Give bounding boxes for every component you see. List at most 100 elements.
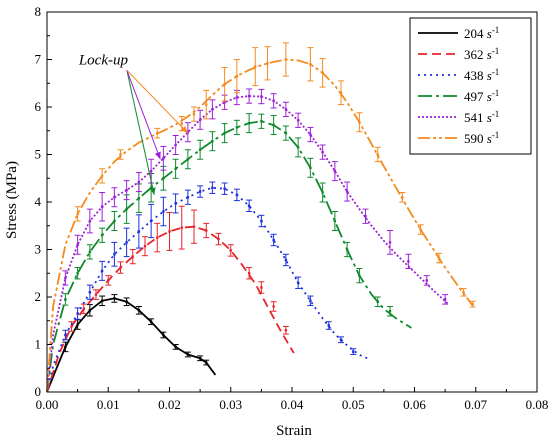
error-bar	[215, 232, 222, 246]
annotation-arrow-head	[155, 151, 161, 160]
data-point	[388, 310, 392, 313]
data-point	[223, 83, 226, 86]
y-tick-label: 8	[35, 4, 42, 19]
error-bar	[99, 295, 106, 307]
error-bar	[258, 113, 265, 129]
error-bar	[117, 261, 124, 274]
error-bar	[423, 275, 430, 286]
y-tick-label: 6	[35, 99, 42, 114]
error-bar	[442, 294, 449, 305]
error-bar	[105, 275, 112, 286]
data-point	[358, 274, 361, 277]
error-bar	[160, 331, 167, 339]
error-bar	[74, 307, 81, 320]
data-point	[149, 186, 153, 189]
error-bar	[356, 112, 363, 133]
error-bar	[123, 180, 130, 201]
series-541	[46, 88, 449, 393]
data-point	[119, 266, 122, 269]
data-point	[266, 62, 269, 65]
data-point	[143, 244, 147, 248]
data-point	[174, 345, 177, 349]
data-point	[388, 241, 392, 244]
x-tick-label: 0.00	[36, 397, 59, 412]
data-point	[192, 112, 196, 116]
error-bar	[246, 88, 253, 104]
data-point	[419, 228, 422, 231]
x-tick-label: 0.05	[342, 397, 365, 412]
data-point	[345, 248, 349, 251]
error-bar	[258, 88, 265, 105]
data-point	[229, 249, 232, 252]
error-bar	[184, 189, 191, 205]
data-point	[401, 196, 404, 199]
data-point	[462, 291, 465, 294]
data-point	[186, 353, 190, 356]
series-line-541	[46, 95, 449, 393]
error-bar	[197, 355, 204, 362]
error-bar	[282, 42, 289, 77]
error-bar	[172, 158, 179, 179]
error-bar	[111, 211, 118, 231]
error-bar	[282, 253, 289, 267]
error-bar	[86, 304, 93, 317]
data-point	[162, 333, 165, 337]
data-point	[205, 103, 208, 106]
data-point	[198, 118, 202, 122]
error-bar	[258, 281, 265, 294]
error-bar	[270, 93, 277, 109]
y-tick-label: 1	[35, 337, 42, 352]
data-point	[358, 121, 361, 124]
error-bar	[209, 99, 216, 120]
error-bar	[86, 284, 93, 300]
data-point	[113, 253, 116, 256]
data-point	[260, 95, 263, 98]
error-bar	[387, 306, 393, 317]
data-point	[64, 333, 67, 337]
data-point	[100, 299, 104, 302]
data-point	[471, 302, 474, 306]
data-point	[345, 190, 349, 193]
data-point	[76, 272, 79, 275]
data-point	[309, 166, 312, 169]
y-tick-label: 3	[35, 242, 42, 257]
legend-label: 204 s-1	[464, 25, 499, 41]
data-point	[82, 307, 85, 311]
data-point	[211, 186, 214, 189]
error-bar	[62, 341, 69, 353]
data-point	[137, 197, 141, 200]
error-bar	[221, 123, 228, 144]
series-204	[46, 294, 217, 393]
legend-label: 362 s-1	[464, 46, 499, 62]
data-point	[88, 309, 92, 312]
x-tick-label: 0.03	[219, 397, 242, 412]
data-point	[284, 58, 288, 61]
series-590	[46, 42, 476, 393]
error-bar	[62, 270, 69, 286]
data-point	[64, 345, 67, 349]
error-bar	[99, 260, 106, 281]
data-point	[254, 65, 257, 68]
data-point	[284, 329, 288, 332]
data-point	[88, 219, 92, 223]
data-point	[364, 215, 367, 218]
data-point	[149, 320, 153, 323]
error-bar	[203, 89, 210, 120]
series-line-497	[46, 120, 412, 393]
annotation-arrow-line	[126, 70, 161, 160]
data-point	[223, 187, 226, 190]
data-point	[174, 167, 177, 170]
data-point	[327, 324, 330, 327]
data-point	[443, 298, 447, 301]
error-bar	[203, 359, 210, 366]
data-point	[149, 219, 153, 223]
error-bar	[148, 318, 155, 326]
data-point	[125, 300, 128, 303]
legend-entry: 362 s-1	[418, 46, 499, 62]
annotation-arrow-line	[126, 70, 155, 195]
error-bar	[129, 249, 136, 265]
data-point	[125, 241, 128, 244]
error-bar	[233, 119, 240, 136]
series-line-438	[46, 186, 369, 393]
error-bar	[387, 230, 393, 255]
